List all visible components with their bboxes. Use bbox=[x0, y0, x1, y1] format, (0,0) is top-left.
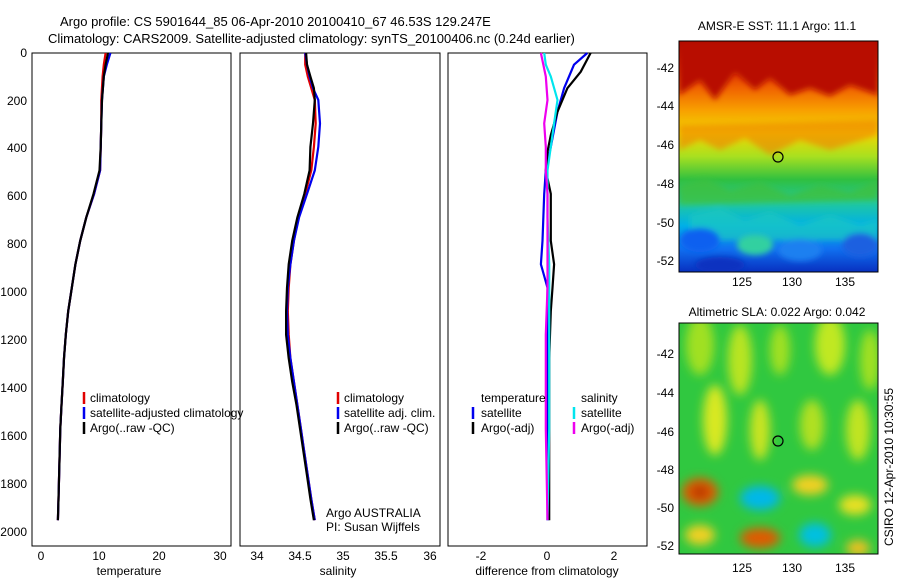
salinity-axes bbox=[239, 52, 441, 547]
depth-tick-label: 400 bbox=[7, 141, 27, 155]
temperature-xtick-labels: 0 10 20 30 bbox=[38, 549, 227, 563]
temperature-xtick-label: 0 bbox=[38, 549, 45, 563]
legend-label-sal-argo: Argo(-adj) bbox=[581, 421, 634, 435]
salinity-xtick-label: 35.5 bbox=[374, 549, 398, 563]
salinity-xtick-label: 35 bbox=[336, 549, 350, 563]
series-line-satellite-adjusted-climatology bbox=[56, 52, 112, 521]
sst-ytick-labels: -42 -44 -46 -48 -50 -52 bbox=[657, 61, 675, 268]
sst-ytick-label: -46 bbox=[657, 138, 675, 152]
sst-xtick-label: 130 bbox=[782, 275, 802, 289]
depth-tick-label: 800 bbox=[7, 237, 27, 251]
series-line-temperature-argo-adj bbox=[544, 52, 592, 521]
sla-xtick-label: 130 bbox=[782, 561, 802, 575]
legend-label-climatology: climatology bbox=[344, 391, 404, 405]
depth-tick-label: 1800 bbox=[0, 477, 27, 491]
sla-ytick-labels: -42 -44 -46 -48 -50 -52 bbox=[657, 347, 675, 553]
temperature-legend: climatology satellite-adjusted climatolo… bbox=[82, 391, 243, 435]
temperature-series bbox=[56, 52, 112, 521]
difference-xtick-labels: -2 0 2 bbox=[476, 549, 618, 563]
salinity-xtick-label: 34 bbox=[250, 549, 264, 563]
figure-title-line1: Argo profile: CS 5901644_85 06-Apr-2010 … bbox=[60, 14, 491, 29]
salinity-xtick-label: 34.5 bbox=[288, 549, 312, 563]
temperature-xtick-label: 20 bbox=[152, 549, 166, 563]
temperature-xtick-label: 10 bbox=[92, 549, 106, 563]
series-line-argo-raw-qc bbox=[285, 52, 316, 521]
depth-tick-labels: 0 200 400 600 800 1000 1200 1400 1600 18… bbox=[0, 46, 27, 539]
sst-ytick-label: -42 bbox=[657, 61, 675, 75]
legend-label-argo: Argo(..raw -QC) bbox=[90, 421, 175, 435]
sst-ytick-label: -44 bbox=[657, 99, 675, 113]
sla-ytick-label: -50 bbox=[657, 501, 675, 515]
sla-xtick-labels: 125 130 135 bbox=[732, 561, 855, 575]
sla-ytick-label: -48 bbox=[657, 463, 675, 477]
depth-tick-label: 1000 bbox=[0, 285, 27, 299]
difference-xtick-label: 0 bbox=[544, 549, 551, 563]
sst-ytick-label: -48 bbox=[657, 177, 675, 191]
sla-ytick-label: -52 bbox=[657, 539, 675, 553]
sst-map-image bbox=[679, 41, 878, 272]
salinity-series bbox=[285, 52, 322, 521]
series-line-temperature-satellite bbox=[539, 52, 589, 521]
sst-xtick-label: 125 bbox=[732, 275, 752, 289]
difference-series bbox=[539, 52, 592, 521]
legend-label-temp-satellite: satellite bbox=[481, 406, 522, 420]
legend-label-satellite: satellite adj. clim. bbox=[344, 406, 435, 420]
depth-tick-label: 1200 bbox=[0, 333, 27, 347]
sla-ytick-label: -46 bbox=[657, 425, 675, 439]
series-line-salinity-argo-adj bbox=[539, 52, 549, 521]
series-line-argo-raw-qc bbox=[56, 52, 110, 521]
series-line-salinity-satellite bbox=[543, 52, 559, 521]
temperature-xtick-label: 30 bbox=[213, 549, 227, 563]
legend-heading-temperature: temperature bbox=[481, 391, 546, 405]
sst-argo-marker bbox=[772, 151, 784, 163]
salinity-xlabel: salinity bbox=[320, 564, 357, 578]
salinity-xtick-labels: 34 34.5 35 35.5 36 bbox=[250, 549, 437, 563]
legend-label-argo: Argo(..raw -QC) bbox=[344, 421, 429, 435]
sst-ytick-label: -50 bbox=[657, 216, 675, 230]
legend-label-temp-argo: Argo(-adj) bbox=[481, 421, 534, 435]
depth-tick-label: 1400 bbox=[0, 381, 27, 395]
sla-argo-marker bbox=[772, 435, 784, 447]
depth-tick-label: 0 bbox=[20, 46, 27, 60]
sla-map-image bbox=[679, 323, 878, 554]
depth-tick-label: 1600 bbox=[0, 429, 27, 443]
series-line-climatology bbox=[56, 52, 107, 521]
sst-xtick-label: 135 bbox=[835, 275, 855, 289]
salinity-xtick-label: 36 bbox=[423, 549, 437, 563]
difference-xlabel: difference from climatology bbox=[475, 564, 618, 578]
depth-tick-label: 200 bbox=[7, 94, 27, 108]
sla-map-frame bbox=[678, 322, 879, 555]
figure-title-line2: Climatology: CARS2009. Satellite-adjuste… bbox=[48, 31, 575, 46]
argo-australia-annotation: Argo AUSTRALIA bbox=[326, 506, 421, 520]
sla-map-title: Altimetric SLA: 0.022 Argo: 0.042 bbox=[689, 305, 866, 319]
temperature-xlabel: temperature bbox=[97, 564, 162, 578]
legend-label-climatology: climatology bbox=[90, 391, 150, 405]
salinity-legend: climatology satellite adj. clim. Argo(..… bbox=[326, 391, 435, 534]
legend-label-satellite: satellite-adjusted climatology bbox=[90, 406, 243, 420]
sst-ytick-label: -52 bbox=[657, 254, 675, 268]
sla-ytick-label: -42 bbox=[657, 347, 675, 361]
sla-xtick-label: 125 bbox=[732, 561, 752, 575]
difference-axes bbox=[447, 52, 648, 547]
sst-map-title: AMSR-E SST: 11.1 Argo: 11.1 bbox=[698, 19, 857, 33]
pi-annotation: PI: Susan Wijffels bbox=[326, 520, 420, 534]
series-line-climatology bbox=[286, 53, 317, 521]
difference-xtick-label: 2 bbox=[611, 549, 618, 563]
legend-heading-salinity: salinity bbox=[581, 391, 618, 405]
sla-ytick-label: -44 bbox=[657, 386, 675, 400]
depth-tick-label: 600 bbox=[7, 189, 27, 203]
sst-xtick-labels: 125 130 135 bbox=[732, 275, 855, 289]
difference-legend: temperature satellite Argo(-adj) salinit… bbox=[471, 391, 634, 435]
depth-tick-label: 2000 bbox=[0, 525, 27, 539]
sla-xtick-label: 135 bbox=[835, 561, 855, 575]
difference-xtick-label: -2 bbox=[476, 549, 487, 563]
temperature-axes bbox=[31, 52, 232, 547]
legend-label-sal-satellite: satellite bbox=[581, 406, 622, 420]
csiro-timestamp: CSIRO 12-Apr-2010 10:30:55 bbox=[882, 388, 896, 546]
sst-map-frame bbox=[678, 40, 879, 273]
